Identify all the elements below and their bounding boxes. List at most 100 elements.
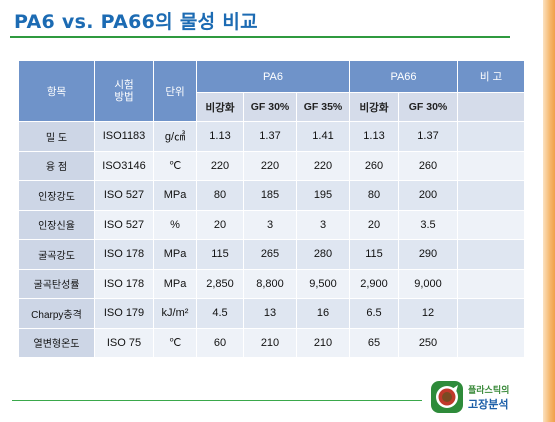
pa6-value-cell: 185 (244, 181, 296, 210)
pa6-value-cell: 13 (244, 299, 296, 328)
footer-divider (12, 400, 422, 401)
pa6-value-cell: 220 (297, 151, 349, 180)
remarks-cell (458, 181, 524, 210)
pa6-value-cell: 210 (244, 328, 296, 357)
pa6-value-cell: 1.41 (297, 122, 349, 151)
pa66-value-cell: 200 (399, 181, 457, 210)
subheader-pa6-unreinforced: 비강화 (197, 93, 243, 121)
unit-cell: g/㎤ (154, 122, 196, 151)
test-method-cell: ISO 178 (95, 269, 153, 298)
table-row: 밀 도 ISO1183 g/㎤ 1.13 1.37 1.41 1.13 1.37 (19, 122, 524, 151)
table-row: 인장신율 ISO 527% 20 3 3 20 3.5 (19, 210, 524, 239)
test-method-cell: ISO3146 (95, 151, 153, 180)
row-item-label: 굴곡탄성률 (19, 269, 94, 298)
pa6-value-cell: 210 (297, 328, 349, 357)
pa66-value-cell: 250 (399, 328, 457, 357)
header-method-label: 시험 방법 (114, 79, 134, 103)
table-row: 열변형온도 ISO 75 ℃ 60 210 210 65 250 (19, 328, 524, 357)
pa66-value-cell: 260 (399, 151, 457, 180)
pa6-value-cell: 3 (297, 210, 349, 239)
unit-cell: MPa (154, 240, 196, 269)
pa66-value-cell: 6.5 (350, 299, 398, 328)
row-item-label: 열변형온도 (19, 328, 94, 357)
remarks-cell (458, 328, 524, 357)
row-item-label: 인장신율 (19, 210, 94, 239)
logo-text-line1: 플라스틱의 (468, 386, 510, 396)
header-pa6: PA6 (197, 61, 349, 92)
remarks-cell (458, 240, 524, 269)
header-item: 항목 (19, 61, 94, 121)
subheader-pa66-unreinforced: 비강화 (350, 93, 398, 121)
row-item-label: Charpy충격 (19, 299, 94, 328)
pa66-value-cell: 260 (350, 151, 398, 180)
table-row: 인장강도 ISO 527 MPa 80 185 195 80 200 (19, 181, 524, 210)
remarks-cell (458, 122, 524, 151)
pa66-value-cell: 20 (350, 210, 398, 239)
table-row: 굴곡탄성률 ISO 178 MPa 2,850 8,800 9,500 2,900 9,000 (19, 269, 524, 298)
subheader-remarks-blank (458, 93, 524, 121)
header-pa66: PA66 (350, 61, 457, 92)
pa6-value-cell: 265 (244, 240, 296, 269)
row-item-label: 융 점 (19, 151, 94, 180)
pa66-value-cell: 3.5 (399, 210, 457, 239)
plastic-failure-analysis-logo-icon (431, 381, 463, 413)
subheader-pa66-gf30: GF 30% (399, 93, 457, 121)
pa6-value-cell: 3 (244, 210, 296, 239)
unit-cell: ℃ (154, 151, 196, 180)
row-item-label: 밀 도 (19, 122, 94, 151)
unit-cell: MPa (154, 181, 196, 210)
pa6-value-cell: 9,500 (297, 269, 349, 298)
header-remarks: 비 고 (458, 61, 524, 92)
page-title: PA6 vs. PA66의 물성 비교 (14, 11, 258, 33)
pa66-value-cell: 1.37 (399, 122, 457, 151)
table-row: 굴곡강도 ISO 178 MPa 115 265 280 115 290 (19, 240, 524, 269)
decorative-side-bar (543, 0, 555, 422)
pa6-value-cell: 2,850 (197, 269, 243, 298)
pa66-value-cell: 2,900 (350, 269, 398, 298)
pa6-value-cell: 280 (297, 240, 349, 269)
table-row: 융 점 ISO3146 ℃ 220 220 220 260 260 (19, 151, 524, 180)
test-method-cell: ISO1183 (95, 122, 153, 151)
remarks-cell (458, 210, 524, 239)
pa6-value-cell: 8,800 (244, 269, 296, 298)
row-item-label: 굴곡강도 (19, 240, 94, 269)
unit-cell: ℃ (154, 328, 196, 357)
header-unit: 단위 (154, 61, 196, 121)
pa6-value-cell: 60 (197, 328, 243, 357)
logo-text-line2: 고장분석 (468, 398, 509, 411)
pa6-value-cell: 4.5 (197, 299, 243, 328)
pa6-value-cell: 1.13 (197, 122, 243, 151)
test-method-cell: ISO 527 (95, 210, 153, 239)
title-divider (10, 36, 510, 38)
subheader-pa6-gf30: GF 30% (244, 93, 296, 121)
test-method-cell: ISO 527 (95, 181, 153, 210)
remarks-cell (458, 151, 524, 180)
pa6-value-cell: 220 (244, 151, 296, 180)
pa66-value-cell: 290 (399, 240, 457, 269)
unit-cell: % (154, 210, 196, 239)
logo: 플라스틱의 고장분석 (430, 380, 545, 416)
pa6-value-cell: 195 (297, 181, 349, 210)
pa66-value-cell: 65 (350, 328, 398, 357)
pa6-value-cell: 1.37 (244, 122, 296, 151)
pa6-value-cell: 220 (197, 151, 243, 180)
pa66-value-cell: 9,000 (399, 269, 457, 298)
pa6-value-cell: 20 (197, 210, 243, 239)
test-method-cell: ISO 75 (95, 328, 153, 357)
test-method-cell: ISO 179 (95, 299, 153, 328)
pa66-value-cell: 115 (350, 240, 398, 269)
unit-cell: MPa (154, 269, 196, 298)
unit-cell: kJ/m² (154, 299, 196, 328)
pa6-value-cell: 80 (197, 181, 243, 210)
pa66-value-cell: 1.13 (350, 122, 398, 151)
remarks-cell (458, 299, 524, 328)
row-item-label: 인장강도 (19, 181, 94, 210)
header-method: 시험 방법 (95, 61, 153, 121)
pa6-value-cell: 16 (297, 299, 349, 328)
table-row: Charpy충격 ISO 179 kJ/m² 4.5 13 16 6.5 12 (19, 299, 524, 328)
pa66-value-cell: 12 (399, 299, 457, 328)
property-comparison-table: 항목 시험 방법 단위 PA6 PA66 비 고 비강화 GF 30% GF 3… (18, 60, 525, 358)
remarks-cell (458, 269, 524, 298)
test-method-cell: ISO 178 (95, 240, 153, 269)
pa6-value-cell: 115 (197, 240, 243, 269)
